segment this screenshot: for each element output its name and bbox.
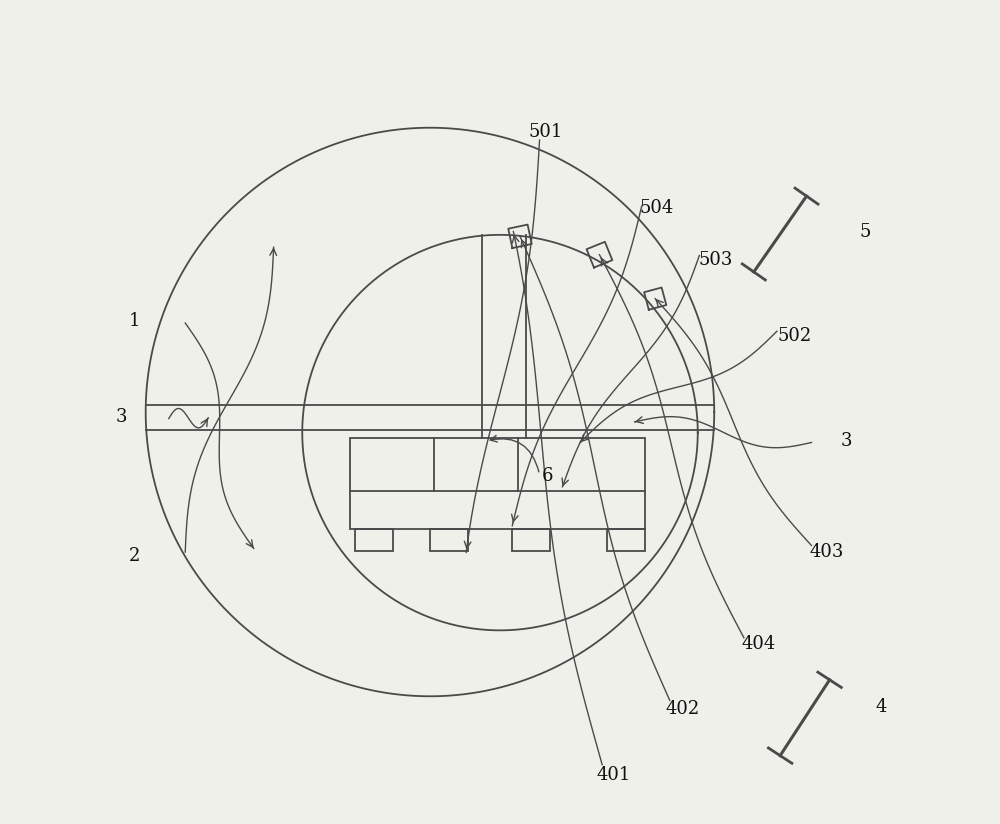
Text: 404: 404 — [742, 635, 776, 653]
Text: 402: 402 — [666, 700, 700, 718]
Bar — [355, 529, 393, 551]
Text: 3: 3 — [115, 408, 127, 426]
Text: 5: 5 — [859, 223, 871, 241]
Text: 502: 502 — [778, 327, 812, 345]
Text: 403: 403 — [810, 543, 844, 561]
Text: 501: 501 — [528, 123, 563, 141]
Text: 2: 2 — [129, 547, 141, 565]
Bar — [607, 529, 645, 551]
Text: 1: 1 — [129, 312, 141, 330]
Bar — [350, 438, 645, 529]
Bar — [512, 529, 550, 551]
Text: 3: 3 — [840, 432, 852, 450]
Text: 6: 6 — [542, 467, 554, 485]
Text: 504: 504 — [639, 199, 674, 217]
Text: 4: 4 — [876, 698, 887, 716]
Text: 401: 401 — [597, 765, 631, 784]
Text: 503: 503 — [699, 250, 733, 269]
Bar — [430, 529, 468, 551]
